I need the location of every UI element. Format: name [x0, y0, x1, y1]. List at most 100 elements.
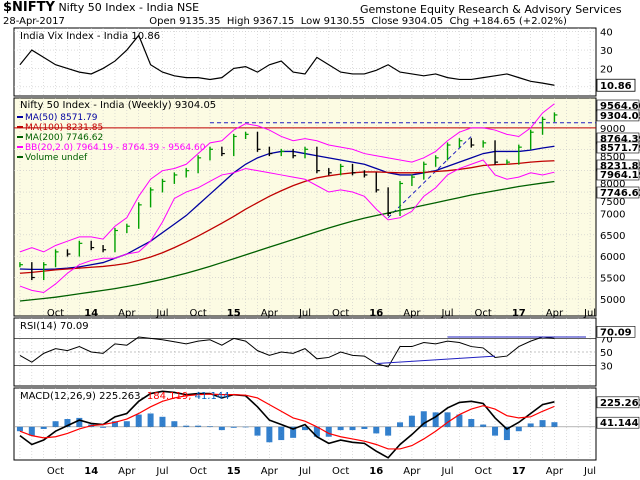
- macd-histogram-bar: [195, 425, 202, 427]
- macd-histogram-bar: [159, 416, 166, 427]
- x-tick-label-top: 15: [227, 308, 241, 319]
- price-legend-entry: Volume undef: [25, 153, 88, 163]
- macd-histogram-bar: [64, 419, 71, 427]
- macd-histogram-bar: [171, 421, 178, 427]
- low-value: 9130.55: [323, 16, 365, 27]
- open-label: Open: [149, 16, 176, 27]
- macd-histogram-bar: [302, 426, 308, 431]
- symbol: $NIFTY: [3, 0, 55, 15]
- macd-histogram-bar: [183, 425, 190, 427]
- x-tick-label-bottom: Jul: [298, 466, 311, 477]
- x-tick-label-bottom: Apr: [261, 466, 279, 477]
- price-axis-label: 8764.39: [600, 134, 640, 145]
- macd-histogram-bar: [551, 422, 558, 427]
- chg-label: Chg: [449, 16, 470, 27]
- x-tick-label-top: Jul: [583, 308, 596, 319]
- rsi-y-tick-label: 50: [600, 348, 613, 359]
- vix-y-tick-label: 40: [600, 28, 613, 39]
- vix-last-value-box: [596, 78, 636, 92]
- chart-header-line-1: $NIFTY Nifty 50 Index - India NSE: [3, 0, 199, 15]
- vix-series-line: [19, 34, 555, 86]
- price-axis-label: 7964.19: [600, 170, 640, 181]
- rsi-y-tick-label: 70: [600, 334, 613, 345]
- rsi-line: [19, 336, 555, 368]
- price-axis-label: 5000: [600, 295, 625, 306]
- index-name: Nifty 50 Index - India: [58, 1, 174, 14]
- macd-histogram-bar: [100, 426, 107, 428]
- macd-histogram-bar: [135, 414, 142, 427]
- macd-legend: MACD(12,26,9) 225.263, 184.119, 41.144: [20, 391, 230, 402]
- macd-value-box: [596, 416, 640, 429]
- ma100-line: [19, 160, 555, 274]
- macd-legend-part: 184.119,: [147, 391, 195, 402]
- close-value: 9304.05: [401, 16, 444, 27]
- macd-histogram-bar: [503, 426, 510, 441]
- macd-histogram-bar: [432, 412, 439, 427]
- x-tick-label-bottom: Apr: [118, 466, 136, 477]
- price-axis-label: 8571.79: [600, 143, 640, 154]
- x-tick-label-top: Apr: [546, 308, 564, 319]
- macd-histogram-bar: [337, 426, 344, 431]
- x-tick-label-top: Jul: [440, 308, 453, 319]
- price-axis-label: 8231.85: [600, 161, 640, 172]
- bb-lower-line: [19, 159, 555, 294]
- x-tick-label-top: Oct: [189, 308, 206, 319]
- open-value: 9135.35: [179, 16, 221, 27]
- macd-histogram-bar: [28, 426, 35, 436]
- chg-value: +184.65 (+2.02%): [472, 16, 567, 27]
- x-tick-label-top: Jul: [298, 308, 311, 319]
- price-axis-label: 7746.62: [600, 188, 640, 199]
- x-tick-label-bottom: Oct: [475, 466, 492, 477]
- rsi-last-value-label: 70.09: [600, 327, 632, 338]
- close-label: Close: [371, 16, 399, 27]
- rsi-y-tick-label: 30: [600, 362, 613, 373]
- macd-legend-part: 41.144: [195, 391, 230, 402]
- macd-histogram-bar: [373, 426, 380, 434]
- price-value-box: [596, 109, 640, 122]
- x-tick-label-bottom: Apr: [403, 466, 421, 477]
- x-tick-label-bottom: Oct: [47, 466, 64, 477]
- price-legend-entry: MA(200) 7746.62: [25, 133, 103, 143]
- x-tick-label-top: 16: [369, 308, 383, 319]
- vix-y-tick-label: 30: [600, 46, 613, 57]
- macd-legend-part: 225.263,: [99, 391, 147, 402]
- quote-date: 28-Apr-2017: [3, 16, 65, 27]
- price-axis-label: 9564.60: [600, 101, 640, 112]
- x-tick-label-bottom: Oct: [332, 466, 349, 477]
- ma50-line: [19, 145, 555, 271]
- price-legend-entry: BB(20,2.0) 7964.19 - 8764.39 - 9564.60: [25, 143, 206, 153]
- price-axis-label: 7500: [600, 197, 625, 208]
- price-legend-entry: MA(100) 8231.85: [25, 123, 103, 133]
- chart-header-line-2: 28-Apr-2017 Open 9135.35 High 9367.15 Lo…: [3, 16, 567, 28]
- price-axis-label: 6000: [600, 252, 625, 263]
- x-tick-label-top: Apr: [403, 308, 421, 319]
- price-axis-label: 6500: [600, 231, 625, 242]
- macd-histogram-bar: [266, 426, 273, 443]
- macd-histogram-bar: [230, 426, 237, 428]
- macd-histogram-bar: [242, 426, 249, 428]
- price-axis-label: 8000: [600, 179, 625, 190]
- high-value: 9367.15: [253, 16, 295, 27]
- macd-histogram-bar: [123, 421, 130, 427]
- macd-histogram-bar: [468, 419, 475, 427]
- x-tick-label-top: Apr: [261, 308, 279, 319]
- macd-histogram-bar: [527, 423, 534, 427]
- price-axis-label: 9000: [600, 124, 625, 135]
- macd-histogram-bar: [385, 426, 392, 436]
- price-value-box: [596, 141, 640, 154]
- price-axis-label: 8500: [600, 152, 625, 163]
- macd-histogram-bar: [278, 426, 285, 441]
- x-tick-label-top: 14: [84, 308, 98, 319]
- macd-histogram-bar: [76, 417, 83, 427]
- vix-y-tick-label: 20: [600, 64, 613, 75]
- x-tick-label-bottom: 15: [227, 466, 241, 477]
- macd-value-label: 41.144: [600, 418, 639, 429]
- bb-upper-line: [19, 103, 555, 253]
- x-tick-label-bottom: Jul: [440, 466, 453, 477]
- signal-line: [19, 393, 555, 450]
- x-tick-label-top: 17: [512, 308, 526, 319]
- macd-histogram-bar: [254, 426, 261, 436]
- macd-histogram-bar: [40, 426, 47, 429]
- macd-histogram-bar: [313, 426, 320, 437]
